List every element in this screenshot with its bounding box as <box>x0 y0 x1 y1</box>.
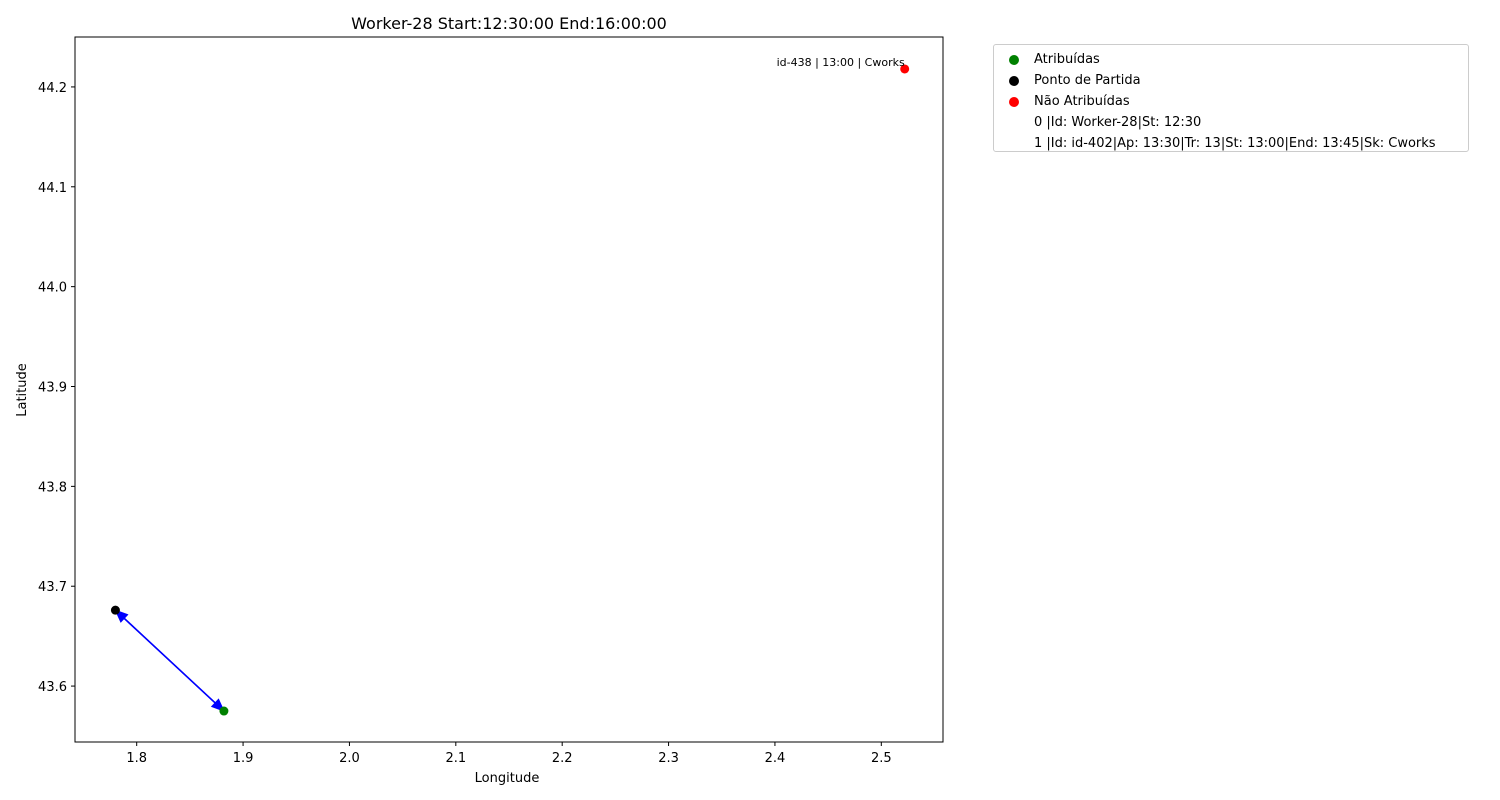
legend: Atribuídas Ponto de Partida Não Atribuídas… <box>993 44 1469 152</box>
legend-marker <box>994 75 1034 86</box>
chart-title: Worker-28 Start:12:30:00 End:16:00:00 <box>351 14 667 33</box>
legend-item: 0 |Id: Worker-28|St: 12:30 <box>994 112 1468 133</box>
y-axis: 43.6 43.7 43.8 43.9 44.0 44.1 44.2 <box>38 81 75 695</box>
legend-label: Atribuídas <box>1034 52 1100 67</box>
plot-frame <box>74 36 944 743</box>
x-axis-label: Longitude <box>475 771 540 786</box>
point-annotation: id-438 | 13:00 | Cworks <box>777 56 905 69</box>
y-tick-label: 44.2 <box>38 81 67 96</box>
route-arrow-line <box>123 617 225 712</box>
data-point <box>219 706 229 716</box>
legend-dot-icon <box>1009 54 1019 65</box>
y-tick-label: 43.6 <box>38 680 67 695</box>
legend-label: Não Atribuídas <box>1034 94 1130 109</box>
y-tick-label: 43.7 <box>38 580 67 595</box>
x-axis: 1.8 1.9 2.0 2.1 2.2 2.3 2.4 2.5 <box>126 742 892 766</box>
legend-item: Atribuídas <box>994 49 1468 70</box>
annotations: id-438 | 13:00 | Cworks <box>777 56 905 69</box>
legend-dot-icon <box>1009 75 1019 86</box>
legend-item: 1 |Id: id-402|Ap: 13:30|Tr: 13|St: 13:00… <box>994 133 1468 154</box>
legend-marker <box>994 54 1034 65</box>
data-point <box>900 64 910 74</box>
legend-marker <box>994 96 1034 107</box>
route-arrows <box>114 609 225 712</box>
x-tick-label: 1.8 <box>126 751 147 766</box>
x-tick-label: 2.1 <box>445 751 466 766</box>
legend-label: 0 |Id: Worker-28|St: 12:30 <box>1034 115 1202 130</box>
x-tick-label: 2.5 <box>871 751 892 766</box>
legend-label: Ponto de Partida <box>1034 73 1141 88</box>
y-tick-label: 43.8 <box>38 480 67 495</box>
x-tick-label: 2.3 <box>658 751 679 766</box>
y-tick-label: 44.1 <box>38 181 67 196</box>
data-point <box>110 605 120 615</box>
y-axis-label: Latitude <box>15 363 30 417</box>
data-points <box>110 64 910 716</box>
legend-item: Não Atribuídas <box>994 91 1468 112</box>
legend-dot-icon <box>1009 96 1019 107</box>
x-tick-label: 2.4 <box>765 751 786 766</box>
x-tick-label: 2.2 <box>552 751 573 766</box>
legend-item: Ponto de Partida <box>994 70 1468 91</box>
legend-label: 1 |Id: id-402|Ap: 13:30|Tr: 13|St: 13:00… <box>1034 136 1436 151</box>
x-tick-label: 1.9 <box>233 751 254 766</box>
y-tick-label: 43.9 <box>38 381 67 396</box>
y-tick-label: 44.0 <box>38 281 67 296</box>
x-tick-label: 2.0 <box>339 751 360 766</box>
